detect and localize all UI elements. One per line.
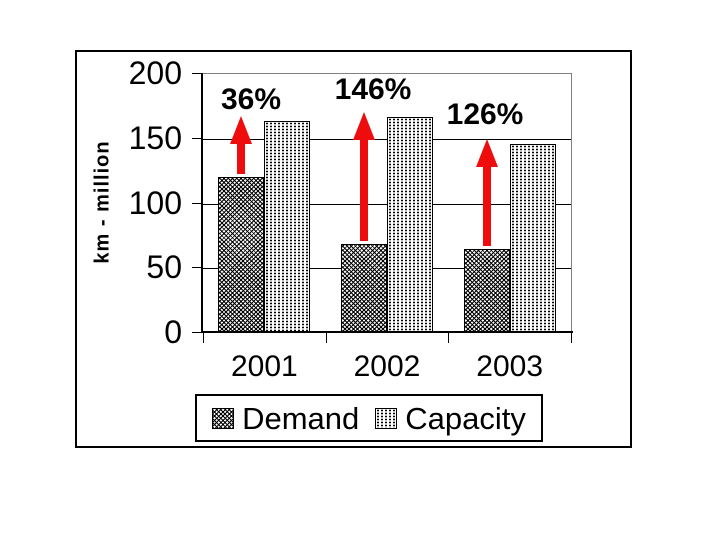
x-axis-line [201, 331, 573, 333]
growth-percent-label-2003: 126% [446, 98, 524, 131]
legend-swatch-demand [212, 407, 235, 429]
legend: Demand Capacity [195, 394, 543, 442]
bar-demand-2003 [463, 249, 510, 332]
y-tick-0 [192, 332, 203, 333]
y-tick-label-0: 0 [164, 314, 182, 350]
legend-label-capacity: Capacity [405, 400, 526, 436]
y-tick-label-150: 150 [128, 119, 182, 156]
growth-arrow-shaft-2003 [482, 163, 491, 247]
y-tick-200 [192, 73, 203, 74]
growth-arrow-shaft-2002 [360, 136, 368, 241]
growth-arrow-head-2002 [353, 112, 375, 141]
growth-percent-label-2002: 146% [334, 73, 412, 106]
growth-arrow-head-2001 [230, 115, 253, 144]
x-tick-3 [571, 333, 572, 343]
bar-capacity-2002 [387, 117, 433, 332]
x-tick-0 [203, 333, 204, 343]
y-tick-label-200: 200 [128, 55, 182, 91]
y-tick-150 [192, 137, 203, 139]
x-tick-2 [448, 333, 450, 343]
x-category-label-2001: 2001 [230, 350, 298, 383]
y-tick-label-50: 50 [146, 249, 182, 286]
growth-arrow-head-2003 [475, 139, 498, 168]
bar-capacity-2001 [264, 120, 311, 332]
bar-demand-2002 [341, 243, 387, 332]
growth-arrow-shaft-2001 [237, 139, 246, 174]
y-tick-50 [192, 267, 203, 269]
bar-demand-2001 [218, 176, 265, 332]
x-category-label-2003: 2003 [476, 350, 544, 383]
growth-percent-label-2001: 36% [220, 83, 282, 116]
y-tick-label-100: 100 [128, 184, 182, 221]
legend-swatch-capacity [375, 407, 398, 429]
x-category-label-2002: 2002 [353, 350, 421, 383]
x-tick-1 [325, 333, 327, 343]
legend-label-demand: Demand [242, 400, 360, 436]
bar-capacity-2003 [509, 144, 556, 332]
y-tick-100 [192, 202, 203, 204]
